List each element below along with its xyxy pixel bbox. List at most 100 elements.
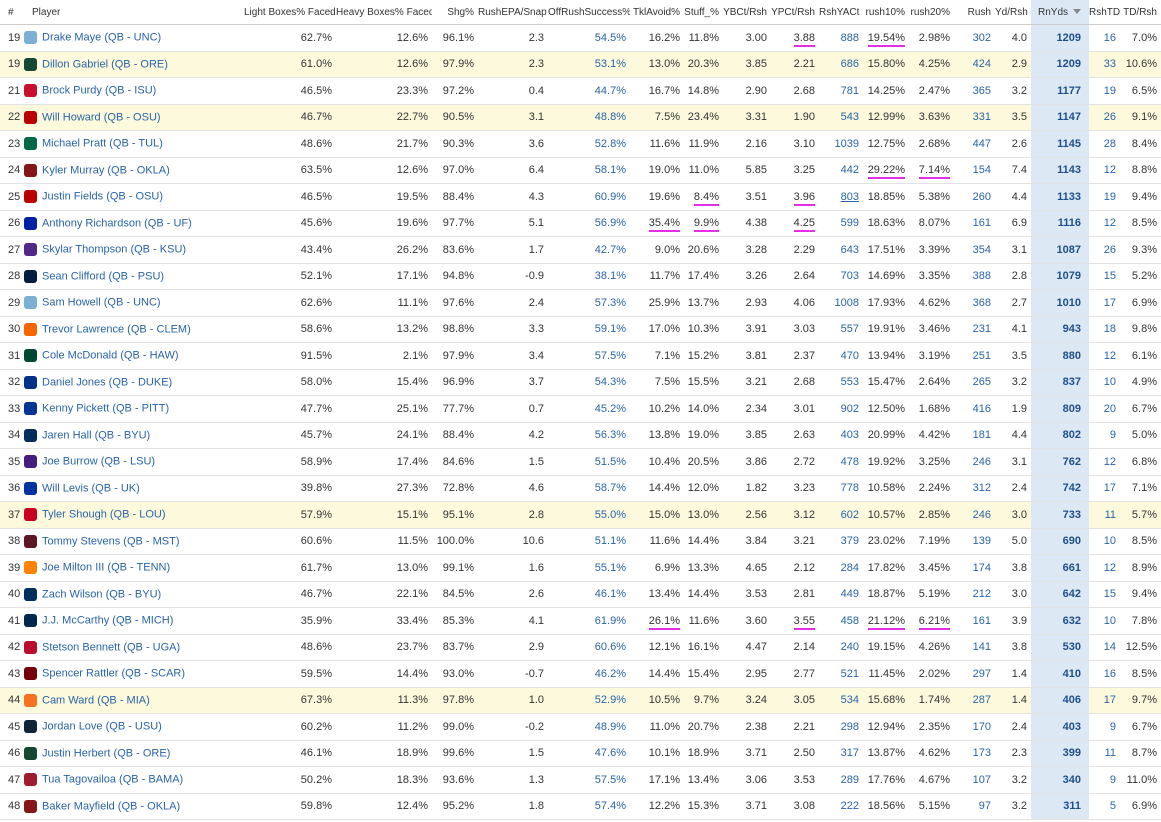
- player-name[interactable]: Joe Milton III (QB - TENN): [42, 561, 171, 574]
- player-cell[interactable]: Cole McDonald (QB - HAW): [24, 342, 244, 370]
- player-name[interactable]: Cole McDonald (QB - HAW): [42, 349, 179, 362]
- player-name[interactable]: Tommy Stevens (QB - MST): [42, 535, 180, 548]
- player-name[interactable]: Zach Wilson (QB - BYU): [42, 588, 162, 601]
- stat-cell: 17.82%: [863, 554, 909, 582]
- player-cell[interactable]: Anthony Richardson (QB - UF): [24, 210, 244, 237]
- player-cell[interactable]: Zach Wilson (QB - BYU): [24, 581, 244, 608]
- player-name[interactable]: Tua Tagovailoa (QB - BAMA): [42, 773, 184, 786]
- player-name[interactable]: Will Levis (QB - UK): [42, 482, 140, 495]
- player-cell[interactable]: Trevor Lawrence (QB - CLEM): [24, 316, 244, 343]
- player-name[interactable]: Kyler Murray (QB - OKLA): [42, 164, 170, 177]
- column-header[interactable]: Yd/Rsh: [995, 0, 1031, 25]
- player-name[interactable]: Michael Pratt (QB - TUL): [42, 137, 163, 150]
- player-name[interactable]: Baker Mayfield (QB - OKLA): [42, 800, 181, 813]
- player-cell[interactable]: Daniel Jones (QB - DUKE): [24, 369, 244, 396]
- player-cell[interactable]: Justin Fields (QB - OSU): [24, 183, 244, 211]
- column-header[interactable]: Heavy Boxes% Faced: [336, 0, 432, 25]
- player-cell[interactable]: Dillon Gabriel (QB - ORE): [24, 51, 244, 78]
- header-text: rush20%: [910, 6, 950, 18]
- player-cell[interactable]: Sean Clifford (QB - PSU): [24, 263, 244, 290]
- player-cell[interactable]: Drake Maye (QB - UNC): [24, 24, 244, 52]
- player-name[interactable]: Trevor Lawrence (QB - CLEM): [42, 323, 191, 336]
- stat-cell: 45.7%: [244, 422, 336, 449]
- stat-cell: 2.02%: [909, 660, 954, 688]
- stat-cell: 38: [0, 528, 24, 555]
- player-name[interactable]: Brock Purdy (QB - ISU): [42, 84, 157, 97]
- column-header[interactable]: rush20%: [909, 0, 954, 25]
- column-header[interactable]: Stuff_%: [684, 0, 723, 25]
- player-cell[interactable]: Justin Herbert (QB - ORE): [24, 740, 244, 767]
- stat-cell: 20.6%: [684, 236, 723, 264]
- player-cell[interactable]: Jordan Love (QB - USU): [24, 713, 244, 741]
- sort-arrow: [1073, 9, 1081, 15]
- player-cell[interactable]: Joe Burrow (QB - LSU): [24, 448, 244, 476]
- player-cell[interactable]: Skylar Thompson (QB - KSU): [24, 236, 244, 264]
- player-name[interactable]: Jaren Hall (QB - BYU): [42, 429, 151, 442]
- column-header[interactable]: TklAvoid%: [630, 0, 684, 25]
- cell-text: 39.8%: [300, 482, 332, 495]
- player-name[interactable]: Skylar Thompson (QB - KSU): [42, 243, 187, 256]
- player-name[interactable]: Daniel Jones (QB - DUKE): [42, 376, 173, 389]
- player-name[interactable]: Sam Howell (QB - UNC): [42, 296, 161, 309]
- stat-cell: 48.6%: [244, 634, 336, 661]
- stat-cell: 8.4%: [684, 183, 723, 211]
- player-cell[interactable]: Brock Purdy (QB - ISU): [24, 77, 244, 105]
- player-cell[interactable]: Baker Mayfield (QB - OKLA): [24, 793, 244, 820]
- player-cell[interactable]: Sam Howell (QB - UNC): [24, 289, 244, 317]
- player-name[interactable]: Stetson Bennett (QB - UGA): [42, 641, 181, 654]
- player-cell[interactable]: Spencer Rattler (QB - SCAR): [24, 660, 244, 688]
- player-name[interactable]: Dillon Gabriel (QB - ORE): [42, 58, 168, 71]
- player-cell[interactable]: Will Levis (QB - UK): [24, 475, 244, 502]
- player-name[interactable]: Sean Clifford (QB - PSU): [42, 270, 165, 283]
- player-name[interactable]: Justin Fields (QB - OSU): [42, 190, 164, 203]
- column-header[interactable]: OffRushSuccess%: [548, 0, 630, 25]
- cell-text: 3.86: [745, 455, 767, 468]
- stat-cell: 1.9: [995, 395, 1031, 423]
- column-header[interactable]: Player: [24, 0, 244, 25]
- player-name[interactable]: Jordan Love (QB - USU): [42, 720, 162, 733]
- column-header[interactable]: RnYds: [1031, 0, 1089, 25]
- player-cell[interactable]: Kyler Murray (QB - OKLA): [24, 157, 244, 184]
- player-cell[interactable]: Kenny Pickett (QB - PITT): [24, 395, 244, 423]
- player-cell[interactable]: J.J. McCarthy (QB - MICH): [24, 607, 244, 635]
- cell-text: 173: [972, 747, 991, 760]
- player-cell[interactable]: Jaren Hall (QB - BYU): [24, 422, 244, 449]
- column-header[interactable]: YPCt/Rsh: [771, 0, 819, 25]
- player-cell[interactable]: Stetson Bennett (QB - UGA): [24, 634, 244, 661]
- player-row: 19 Drake Maye (QB - UNC) 62.7% 12.6% 96.1% 2.…: [0, 24, 1161, 52]
- player-cell[interactable]: Tyler Shough (QB - LOU): [24, 501, 244, 529]
- cell-text: 11.9%: [688, 137, 719, 150]
- player-name[interactable]: Drake Maye (QB - UNC): [42, 31, 162, 44]
- column-header[interactable]: RshTD: [1089, 0, 1120, 25]
- column-header[interactable]: Rush: [954, 0, 995, 25]
- stat-cell: 15.1%: [336, 501, 432, 529]
- player-cell[interactable]: Joe Milton III (QB - TENN): [24, 554, 244, 582]
- player-cell[interactable]: Cam Ward (QB - MIA): [24, 687, 244, 714]
- column-header[interactable]: Shg%: [432, 0, 478, 25]
- player-name[interactable]: Kenny Pickett (QB - PITT): [42, 402, 170, 415]
- player-name[interactable]: Justin Herbert (QB - ORE): [42, 747, 171, 760]
- column-header[interactable]: #: [0, 0, 24, 25]
- column-header[interactable]: TD/Rsh: [1120, 0, 1161, 25]
- column-header[interactable]: rush10%: [863, 0, 909, 25]
- cell-text: 18.56%: [867, 800, 905, 813]
- player-name[interactable]: Cam Ward (QB - MIA): [42, 694, 150, 707]
- player-name[interactable]: J.J. McCarthy (QB - MICH): [42, 614, 174, 627]
- column-header[interactable]: RushEPA/Snap: [478, 0, 548, 25]
- player-name[interactable]: Joe Burrow (QB - LSU): [42, 455, 156, 468]
- team-logo: [24, 614, 37, 628]
- player-row: 23 Michael Pratt (QB - TUL) 48.6% 21.7% 90.3…: [0, 130, 1161, 158]
- player-cell[interactable]: Tommy Stevens (QB - MST): [24, 528, 244, 555]
- column-header[interactable]: RshYACt: [819, 0, 863, 25]
- cell-text: 141: [972, 641, 991, 654]
- player-name[interactable]: Spencer Rattler (QB - SCAR): [42, 667, 186, 680]
- player-cell[interactable]: Will Howard (QB - OSU): [24, 104, 244, 131]
- column-header[interactable]: Light Boxes% Faced: [244, 0, 336, 25]
- player-cell[interactable]: Tua Tagovailoa (QB - BAMA): [24, 766, 244, 794]
- player-name[interactable]: Anthony Richardson (QB - UF): [42, 217, 192, 230]
- column-header[interactable]: YBCt/Rsh: [723, 0, 771, 25]
- team-logo: [24, 534, 37, 548]
- player-name[interactable]: Tyler Shough (QB - LOU): [42, 508, 166, 521]
- player-name[interactable]: Will Howard (QB - OSU): [42, 111, 161, 124]
- player-cell[interactable]: Michael Pratt (QB - TUL): [24, 130, 244, 158]
